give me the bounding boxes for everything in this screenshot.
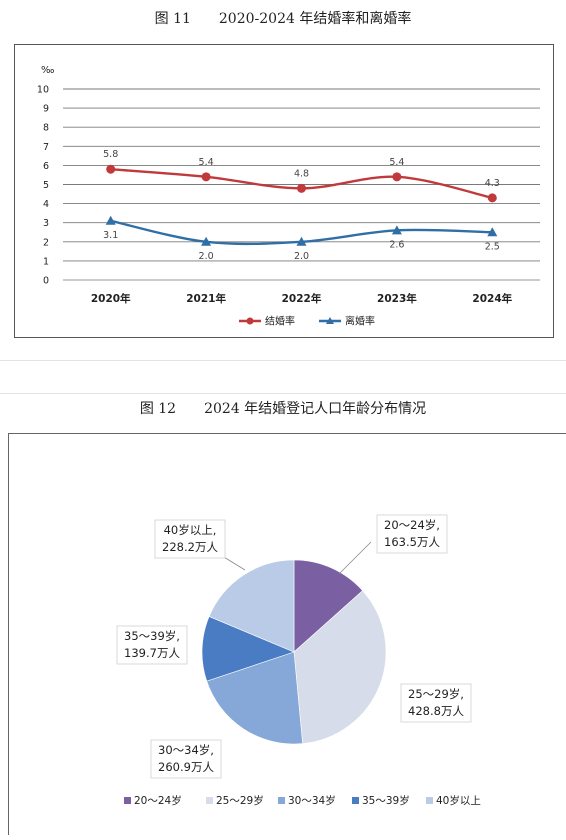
legend-swatch bbox=[278, 797, 285, 804]
data-label: 30～34岁, bbox=[158, 743, 214, 757]
pie-slice bbox=[206, 651, 303, 745]
data-point-marker bbox=[391, 225, 402, 235]
y-tick-label: 9 bbox=[43, 104, 49, 115]
legend-swatch bbox=[124, 797, 131, 804]
data-point-marker bbox=[487, 193, 497, 203]
y-tick-label: 3 bbox=[43, 218, 49, 229]
data-point-marker bbox=[296, 236, 307, 246]
data-label: 2.5 bbox=[485, 241, 500, 252]
data-point-marker bbox=[392, 172, 402, 182]
data-label: 2.0 bbox=[199, 251, 214, 262]
data-label-box bbox=[116, 625, 188, 665]
legend-label: 25～29岁 bbox=[216, 794, 264, 807]
y-tick-label: 1 bbox=[43, 256, 49, 267]
y-axis-unit-label: ‰ bbox=[41, 65, 54, 76]
y-tick-label: 10 bbox=[37, 85, 49, 96]
marriage-divorce-line-chart: ‰ 0 1 2 3 4 5 6 7 8 9 10 2020年 2021年 2022年 2023年 2024年 5.… bbox=[37, 65, 540, 328]
y-tick-label: 8 bbox=[43, 123, 49, 134]
pie-slice bbox=[293, 559, 364, 653]
x-tick-label: 2021年 bbox=[186, 292, 226, 305]
x-tick-label: 2022年 bbox=[282, 292, 322, 305]
age-distribution-pie-chart: 20～24岁, 163.5万人 25～29岁, 428.8万人 30～34岁, 260.9… bbox=[116, 514, 481, 807]
legend-swatch bbox=[352, 797, 359, 804]
data-label: 20～24岁, bbox=[384, 518, 440, 532]
leader-line bbox=[338, 541, 372, 575]
data-label: 4.8 bbox=[294, 168, 309, 179]
data-label: 35～39岁, bbox=[124, 629, 180, 643]
y-tick-label: 5 bbox=[43, 180, 49, 191]
legend-label: 40岁以上 bbox=[436, 794, 481, 807]
data-label: 3.1 bbox=[103, 230, 118, 241]
data-label-box bbox=[376, 514, 448, 554]
legend-label: 30～34岁 bbox=[288, 794, 336, 807]
data-point-marker bbox=[487, 227, 498, 237]
legend-label: 35～39岁 bbox=[362, 794, 410, 807]
data-point-marker bbox=[201, 172, 211, 182]
y-tick-label: 7 bbox=[43, 142, 49, 153]
pie-chart-frame: 20～24岁, 163.5万人 25～29岁, 428.8万人 30～34岁, 260.9… bbox=[8, 433, 566, 835]
legend-swatch bbox=[426, 797, 433, 804]
data-label: 5.4 bbox=[389, 157, 404, 168]
data-point-marker bbox=[201, 236, 212, 246]
pie-slice bbox=[293, 590, 387, 744]
data-label-box bbox=[400, 683, 472, 723]
legend-swatch-marker bbox=[246, 317, 254, 325]
pie-slice bbox=[208, 559, 295, 653]
data-label-box bbox=[154, 519, 226, 559]
y-tick-label: 4 bbox=[43, 199, 49, 210]
data-label: 4.3 bbox=[485, 178, 500, 189]
data-label: 40岁以上, bbox=[164, 523, 217, 537]
y-tick-label: 2 bbox=[43, 237, 49, 248]
data-point-marker bbox=[106, 164, 116, 174]
data-label: 25～29岁, bbox=[408, 687, 464, 701]
legend-swatch-marker bbox=[326, 317, 334, 324]
x-tick-label: 2020年 bbox=[91, 292, 131, 305]
section-divider bbox=[0, 393, 566, 394]
data-label: 428.8万人 bbox=[408, 704, 464, 718]
data-label: 2.0 bbox=[294, 251, 309, 262]
data-label: 2.6 bbox=[389, 239, 404, 250]
data-label: 228.2万人 bbox=[162, 540, 218, 554]
data-label: 260.9万人 bbox=[158, 760, 214, 774]
line-chart-frame: ‰ 0 1 2 3 4 5 6 7 8 9 10 2020年 2021年 2022年 2023年 2024年 5.… bbox=[14, 44, 554, 338]
legend-swatch bbox=[206, 797, 213, 804]
y-tick-label: 6 bbox=[43, 161, 49, 172]
data-label: 139.7万人 bbox=[124, 646, 180, 660]
y-tick-label: 0 bbox=[43, 276, 49, 287]
data-label: 5.4 bbox=[199, 157, 214, 168]
pie-slice bbox=[201, 616, 295, 682]
section-divider bbox=[0, 360, 566, 361]
figure-12-title: 图 12 2024 年结婚登记人口年龄分布情况 bbox=[139, 401, 427, 417]
x-tick-label: 2024年 bbox=[472, 292, 512, 305]
legend-label: 结婚率 bbox=[265, 315, 295, 328]
data-label-box bbox=[150, 739, 222, 779]
data-point-marker bbox=[297, 183, 306, 193]
x-tick-label: 2023年 bbox=[377, 292, 417, 305]
data-point-marker bbox=[105, 215, 116, 225]
legend-label: 离婚率 bbox=[345, 315, 375, 328]
legend-label: 20～24岁 bbox=[134, 794, 182, 807]
figure-11-title: 图 11 2020-2024 年结婚率和离婚率 bbox=[154, 11, 412, 27]
data-label: 163.5万人 bbox=[384, 535, 440, 549]
data-label: 5.8 bbox=[103, 149, 118, 160]
